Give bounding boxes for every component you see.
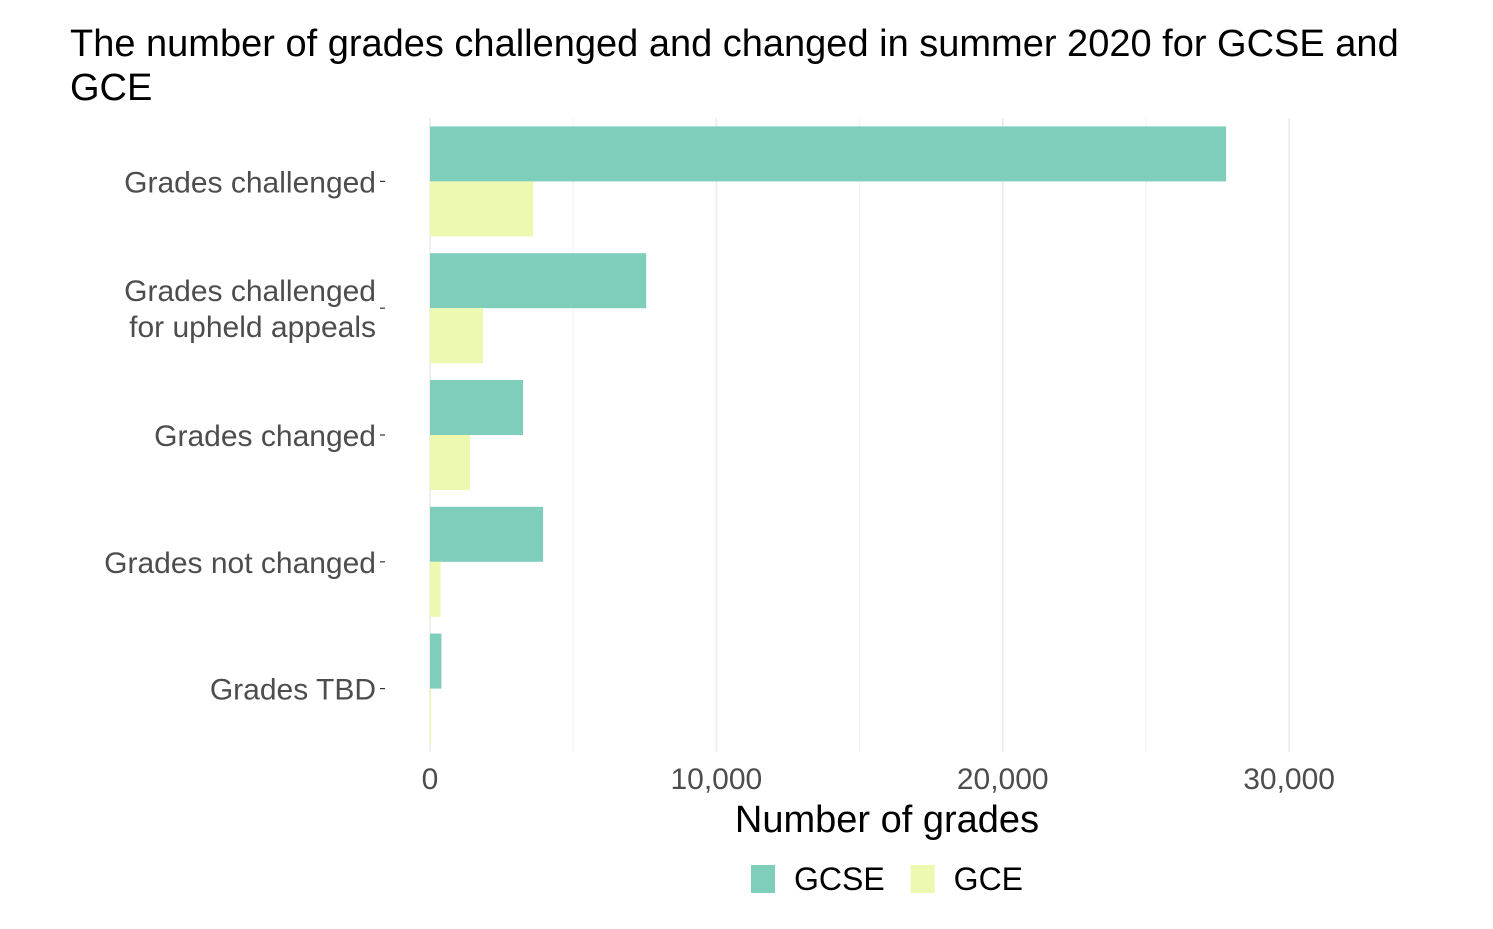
bar-gce-1 (430, 308, 483, 364)
legend-label-gcse: GCSE (794, 861, 885, 897)
y-tick-label-line: Grades not changed (104, 547, 376, 580)
y-tick-label: Grades not changed (104, 547, 376, 580)
chart-title: The number of grades challenged and chan… (70, 23, 1399, 109)
x-axis: 0 10,000 20,000 30,000 (422, 763, 1335, 796)
bar-gce-0 (430, 181, 534, 237)
bar-gcse-4 (430, 633, 442, 689)
bar-gce-4 (430, 688, 432, 744)
y-tick-label: Grades challenged (124, 166, 376, 199)
y-tick-label: Grades changed (154, 420, 376, 453)
y-tick-label-line: Grades challenged (124, 275, 376, 308)
bar-gcse-2 (430, 380, 524, 435)
legend-swatch-gce (910, 865, 935, 893)
grid-layer (429, 118, 1290, 752)
y-tick-label-line: Grades challenged (124, 166, 376, 199)
bars-layer (430, 126, 1227, 744)
legend: GCSE GCE (750, 861, 1023, 897)
x-tick-label: 10,000 (670, 763, 762, 796)
y-tick-label: Grades TBD (210, 674, 376, 707)
x-tick-label: 20,000 (957, 763, 1049, 796)
y-tick-label: Grades challenged for upheld appeals (124, 275, 376, 344)
legend-label-gce: GCE (954, 861, 1023, 897)
x-tick-label: 30,000 (1243, 763, 1335, 796)
x-tick-label: 0 (422, 763, 439, 796)
bar-gcse-0 (430, 126, 1227, 182)
bar-gcse-3 (430, 506, 544, 562)
bar-gce-2 (430, 435, 471, 490)
y-tick-label-line: Grades changed (154, 420, 376, 453)
legend-swatch-gcse (750, 865, 775, 893)
y-tick-label-line: Grades TBD (210, 674, 376, 707)
y-tick-label-line: for upheld appeals (129, 311, 376, 344)
bar-gcse-1 (430, 253, 647, 309)
bar-gce-3 (430, 561, 441, 617)
x-axis-title: Number of grades (735, 799, 1039, 841)
